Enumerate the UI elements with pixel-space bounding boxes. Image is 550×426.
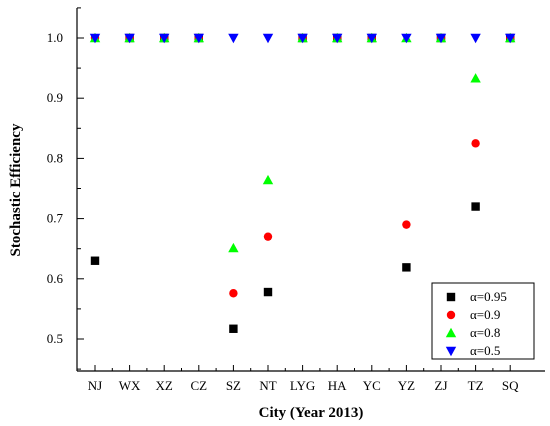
x-tick-label: YZ bbox=[398, 378, 415, 393]
x-tick-label: WX bbox=[119, 378, 141, 393]
legend-marker-triangle-down bbox=[445, 346, 457, 357]
data-point-circle bbox=[263, 232, 273, 241]
legend-label: α=0.8 bbox=[470, 325, 500, 340]
data-point-triangle-down bbox=[505, 33, 516, 44]
data-point-triangle-down bbox=[262, 33, 274, 44]
legend-marker-circle bbox=[446, 310, 456, 320]
y-tick-label: 0.5 bbox=[47, 331, 63, 346]
x-tick-label: ZJ bbox=[435, 378, 448, 393]
data-point-circle bbox=[471, 139, 480, 148]
data-point-triangle-down bbox=[193, 33, 204, 44]
y-tick-label: 0.9 bbox=[47, 90, 63, 105]
legend-marker-square bbox=[446, 292, 456, 302]
x-ticks: NJ WX XZ CZ SZ NT LYG HA YC YZ ZJ TZ SQ bbox=[88, 365, 519, 393]
data-point-square bbox=[229, 324, 238, 333]
x-axis-title: City (Year 2013) bbox=[259, 405, 364, 421]
data-point-triangle-down bbox=[470, 33, 481, 44]
x-tick-label: XZ bbox=[156, 378, 173, 393]
y-axis-title: Stochastic Efficiency bbox=[8, 123, 24, 256]
data-point-triangle-up bbox=[262, 174, 274, 185]
data-point-triangle-down bbox=[89, 33, 101, 44]
data-point-triangle-down bbox=[366, 33, 377, 44]
data-point-square bbox=[90, 256, 100, 265]
x-tick-label: NT bbox=[259, 378, 276, 393]
data-point-circle bbox=[402, 220, 411, 229]
data-point-triangle-down bbox=[435, 33, 447, 44]
x-tick-label: YC bbox=[363, 378, 381, 393]
data-point-square bbox=[263, 287, 273, 297]
legend-marker-triangle-up bbox=[445, 327, 457, 338]
x-tick-label: SZ bbox=[226, 378, 241, 393]
data-point-triangle-down bbox=[401, 33, 412, 44]
data-point-triangle-down bbox=[228, 33, 239, 44]
data-point-triangle-up bbox=[228, 242, 239, 253]
x-tick-label: CZ bbox=[190, 378, 207, 393]
data-point-square bbox=[471, 202, 480, 211]
y-tick-label: 0.7 bbox=[47, 211, 64, 226]
x-tick-label: HA bbox=[328, 378, 347, 393]
legend-label: α=0.5 bbox=[470, 343, 500, 358]
y-tick-label: 1.0 bbox=[47, 30, 63, 45]
legend-label: α=0.9 bbox=[470, 307, 500, 322]
legend-label: α=0.95 bbox=[470, 289, 507, 304]
data-point-triangle-down bbox=[332, 33, 343, 44]
x-tick-label: LYG bbox=[290, 378, 315, 393]
data-point-triangle-up bbox=[470, 73, 481, 83]
x-tick-label: NJ bbox=[88, 378, 102, 393]
legend-items: α=0.95 α=0.9 α=0.8 α=0.5 bbox=[445, 289, 507, 358]
x-tick-label: TZ bbox=[468, 378, 484, 393]
data-point-triangle-down bbox=[297, 33, 308, 44]
y-tick-label: 0.8 bbox=[47, 150, 63, 165]
y-ticks: 0.5 0.6 0.7 0.8 0.9 1.0 bbox=[47, 7, 84, 370]
data-point-circle bbox=[229, 289, 238, 298]
data-point-triangle-down bbox=[124, 33, 135, 44]
legend: α=0.95 α=0.9 α=0.8 α=0.5 bbox=[431, 282, 535, 360]
data-points bbox=[89, 32, 516, 333]
data-point-square bbox=[402, 263, 411, 272]
y-tick-label: 0.6 bbox=[47, 271, 64, 286]
data-point-triangle-down bbox=[159, 33, 170, 44]
x-tick-label: SQ bbox=[502, 378, 519, 393]
